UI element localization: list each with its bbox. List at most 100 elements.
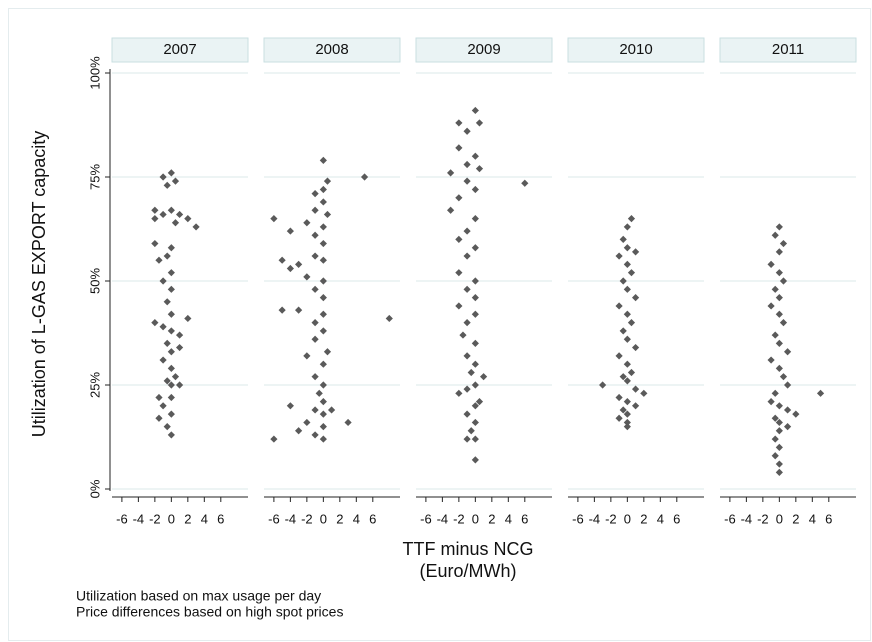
point bbox=[455, 302, 463, 310]
point bbox=[327, 406, 336, 414]
point bbox=[344, 418, 352, 427]
point bbox=[171, 177, 180, 185]
y-tick-label: 25% bbox=[87, 372, 102, 398]
point bbox=[471, 215, 479, 223]
point bbox=[192, 223, 200, 231]
x-tick-label: 2 bbox=[336, 511, 343, 526]
point bbox=[475, 398, 484, 406]
point bbox=[471, 152, 479, 160]
point bbox=[167, 244, 175, 252]
x-tick-label: -2 bbox=[757, 511, 769, 526]
point bbox=[767, 302, 775, 310]
x-tick-label: 6 bbox=[673, 511, 680, 526]
point bbox=[475, 165, 484, 173]
point bbox=[463, 177, 471, 185]
point bbox=[463, 435, 471, 443]
panel-header bbox=[111, 37, 249, 63]
point bbox=[319, 435, 327, 443]
point bbox=[311, 431, 319, 439]
point bbox=[471, 294, 479, 302]
y-axis-title: Utilization of L-GAS EXPORT capacity bbox=[29, 131, 49, 437]
point bbox=[295, 306, 303, 314]
x-tick-label: -6 bbox=[116, 511, 128, 526]
x-tick-label: -4 bbox=[285, 511, 297, 526]
point bbox=[631, 343, 640, 352]
point bbox=[619, 235, 627, 243]
y-tick-label: 0% bbox=[87, 479, 102, 498]
point bbox=[323, 177, 332, 185]
point bbox=[471, 106, 479, 115]
note: Price differences based on high spot pri… bbox=[76, 604, 343, 620]
y-tick-label: 75% bbox=[87, 164, 102, 190]
point bbox=[163, 298, 171, 306]
x-tick-label: 2 bbox=[184, 511, 191, 526]
point bbox=[315, 389, 323, 397]
point bbox=[471, 360, 479, 368]
point bbox=[623, 398, 631, 406]
frame bbox=[8, 8, 871, 641]
point bbox=[319, 294, 327, 302]
panel-title: 2007 bbox=[163, 41, 196, 58]
point bbox=[640, 389, 648, 397]
y-tick-label: 50% bbox=[87, 268, 102, 294]
point bbox=[471, 435, 479, 443]
point bbox=[775, 468, 783, 476]
point bbox=[631, 294, 640, 302]
point bbox=[171, 373, 180, 381]
point bbox=[171, 219, 180, 227]
point bbox=[151, 206, 159, 214]
point bbox=[792, 410, 800, 418]
point bbox=[303, 219, 311, 227]
point bbox=[319, 381, 327, 389]
point bbox=[783, 348, 792, 356]
point bbox=[775, 460, 783, 468]
point bbox=[360, 173, 369, 181]
point bbox=[159, 210, 167, 219]
point bbox=[311, 319, 319, 327]
point bbox=[303, 418, 311, 427]
x-tick-label: 0 bbox=[320, 511, 327, 526]
point bbox=[771, 389, 779, 397]
point bbox=[623, 260, 631, 268]
point bbox=[471, 339, 479, 347]
point bbox=[623, 335, 631, 343]
point bbox=[167, 410, 175, 418]
panel-title: 2008 bbox=[315, 41, 348, 58]
x-tick-label: 4 bbox=[201, 511, 208, 526]
panel-header bbox=[263, 37, 401, 63]
point bbox=[521, 179, 529, 187]
point bbox=[479, 373, 488, 381]
point bbox=[155, 256, 163, 264]
point bbox=[779, 319, 788, 327]
point bbox=[385, 314, 393, 323]
point bbox=[455, 144, 463, 152]
x-tick-label: 4 bbox=[657, 511, 664, 526]
point bbox=[167, 431, 175, 439]
point bbox=[619, 406, 627, 414]
point bbox=[184, 314, 192, 323]
point bbox=[319, 327, 327, 335]
point bbox=[471, 185, 479, 194]
x-tick-label: -4 bbox=[741, 511, 753, 526]
point bbox=[767, 260, 775, 268]
x-tick-label: 2 bbox=[640, 511, 647, 526]
point bbox=[167, 206, 175, 214]
point bbox=[615, 302, 623, 310]
point bbox=[175, 343, 184, 352]
point bbox=[775, 310, 783, 318]
x-tick-label: -4 bbox=[589, 511, 601, 526]
point bbox=[783, 423, 792, 431]
point bbox=[167, 348, 175, 356]
point bbox=[779, 239, 788, 248]
point bbox=[159, 173, 167, 181]
point bbox=[783, 406, 792, 414]
point bbox=[167, 381, 175, 389]
point bbox=[159, 323, 167, 331]
point bbox=[311, 190, 319, 198]
point bbox=[295, 260, 303, 268]
point bbox=[319, 256, 327, 264]
x-tick-label: -4 bbox=[133, 511, 145, 526]
point bbox=[447, 206, 455, 214]
point bbox=[311, 373, 319, 381]
